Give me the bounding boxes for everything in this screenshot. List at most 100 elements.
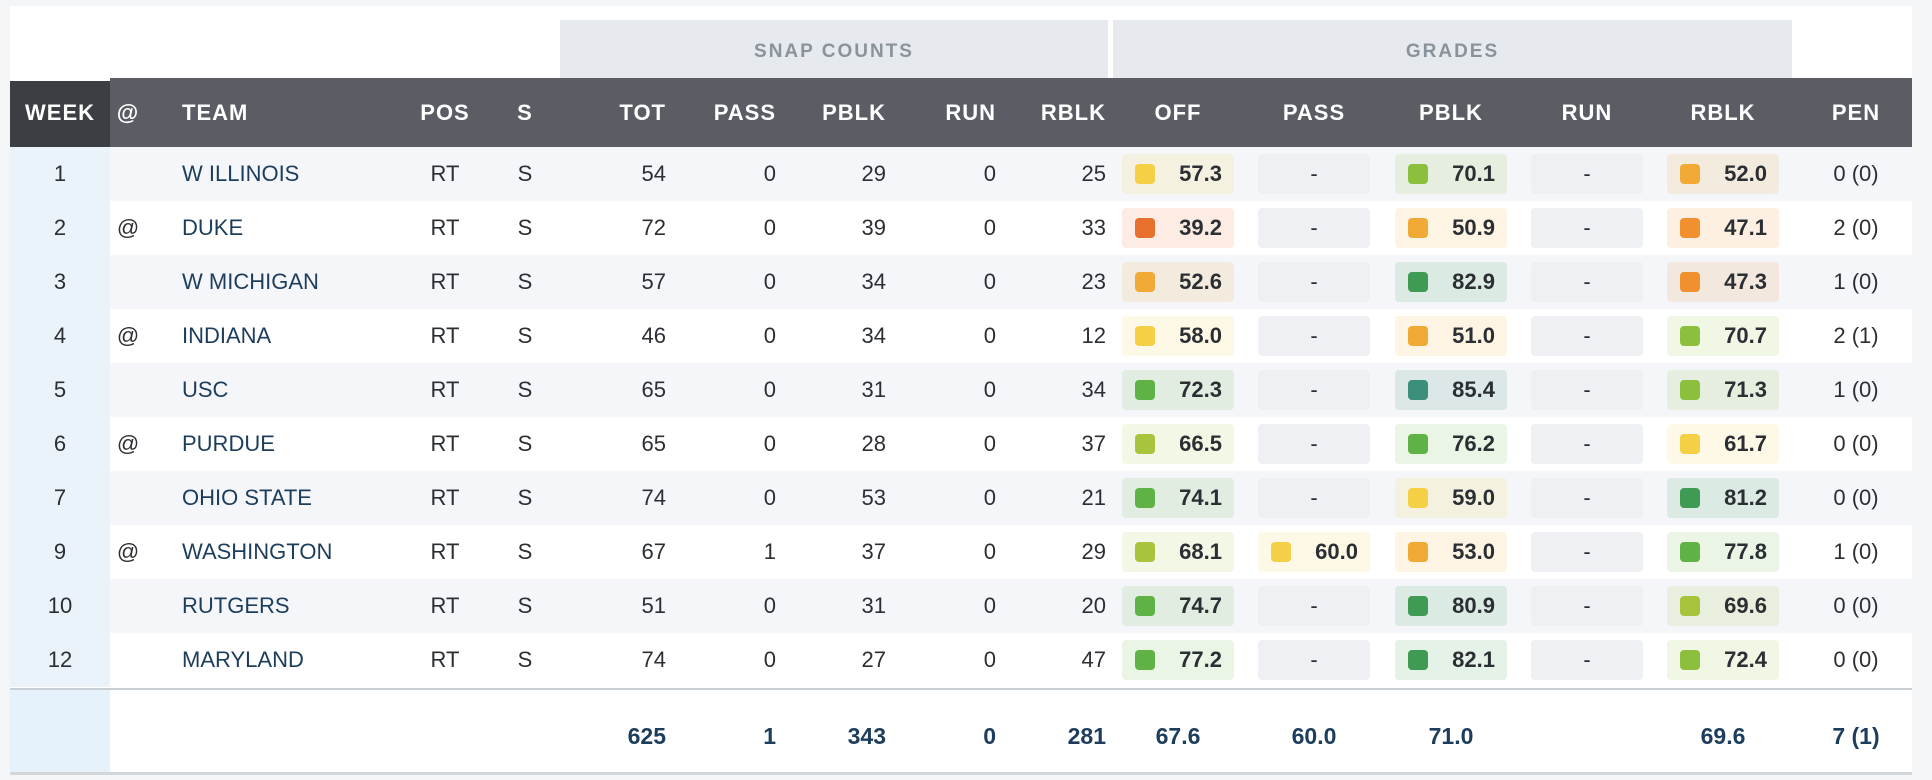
col-header-snap-run[interactable]: RUN xyxy=(945,100,996,125)
grade-value: - xyxy=(1583,593,1591,618)
cell-snap-tot: 51 xyxy=(641,593,666,618)
cell-snap-pass: 1 xyxy=(763,539,776,564)
col-header-starter[interactable]: S xyxy=(517,100,533,125)
cell-team[interactable]: RUTGERS xyxy=(182,593,290,618)
grade-pblk-badge: 80.9 xyxy=(1395,586,1507,626)
grade-value: 85.4 xyxy=(1452,377,1495,402)
cell-team[interactable]: INDIANA xyxy=(182,323,272,348)
grade-color-swatch xyxy=(1680,164,1700,184)
grade-color-swatch xyxy=(1408,488,1428,508)
total-grun xyxy=(1531,706,1643,766)
cell-snap-rblk: 37 xyxy=(1081,431,1106,456)
grade-rblk-badge: 71.3 xyxy=(1667,370,1779,410)
col-header-grade-off[interactable]: OFF xyxy=(1154,100,1202,125)
cell-snap-rblk: 33 xyxy=(1081,215,1106,240)
table-row[interactable]: 3 W MICHIGAN RT S 57 0 34 0 23 52.6 - 82.9 - 47.3 1 (0… xyxy=(10,255,1912,309)
table-row[interactable]: 10 RUTGERS RT S 51 0 31 0 20 74.7 - 80.9 - 69.6 0 (0) xyxy=(10,579,1912,633)
cell-pos: RT xyxy=(430,215,460,240)
cell-team[interactable]: MARYLAND xyxy=(182,647,304,672)
grade-color-swatch xyxy=(1135,326,1155,346)
grade-color-swatch xyxy=(1135,272,1155,292)
week-cell-bg xyxy=(10,633,110,687)
grade-pass-badge: 60.0 xyxy=(1258,532,1370,572)
grade-value: - xyxy=(1310,323,1318,348)
cell-snap-run: 0 xyxy=(983,323,996,348)
grade-value: 52.6 xyxy=(1179,269,1222,294)
cell-pos: RT xyxy=(430,485,460,510)
cell-penalties: 2 (1) xyxy=(1833,323,1879,348)
cell-snap-run: 0 xyxy=(983,431,996,456)
week-header-cell xyxy=(10,78,110,147)
cell-pos: RT xyxy=(430,431,460,456)
week-cell-bg xyxy=(10,309,110,363)
grade-value: - xyxy=(1310,215,1318,240)
col-header-snap-tot[interactable]: TOT xyxy=(619,100,666,125)
grade-color-swatch xyxy=(1135,164,1155,184)
grade-run-badge: - xyxy=(1531,424,1643,464)
cell-team[interactable]: W ILLINOIS xyxy=(182,161,300,186)
cell-snap-rblk: 25 xyxy=(1081,161,1106,186)
col-header-week[interactable]: WEEK xyxy=(25,100,95,125)
table-row[interactable]: 2 @ DUKE RT S 72 0 39 0 33 39.2 - 50.9 - 47.1 2 (0) xyxy=(10,201,1912,255)
col-header-at[interactable]: @ xyxy=(116,100,140,125)
cell-team[interactable]: DUKE xyxy=(182,215,244,240)
col-header-grade-run[interactable]: RUN xyxy=(1561,100,1613,125)
grade-color-swatch xyxy=(1408,542,1428,562)
col-header-snap-rblk[interactable]: RBLK xyxy=(1040,100,1106,125)
cell-snap-rblk: 47 xyxy=(1081,647,1106,672)
cell-week: 7 xyxy=(53,485,67,510)
grade-value: 51.0 xyxy=(1452,323,1495,348)
grade-color-swatch xyxy=(1271,542,1291,562)
cell-team[interactable]: WASHINGTON xyxy=(182,539,333,564)
grade-value: 71.3 xyxy=(1724,377,1767,402)
grade-value: - xyxy=(1310,269,1318,294)
grade-color-swatch xyxy=(1680,488,1700,508)
col-header-snap-pblk[interactable]: PBLK xyxy=(822,100,886,125)
table-row[interactable]: 6 @ PURDUE RT S 65 0 28 0 37 66.5 - 76.2 - 61.7 0 (0) xyxy=(10,417,1912,471)
cell-team[interactable]: PURDUE xyxy=(182,431,275,456)
col-header-grade-pblk[interactable]: PBLK xyxy=(1419,100,1483,125)
cell-team[interactable]: USC xyxy=(182,377,229,402)
grade-value: - xyxy=(1583,215,1591,240)
col-header-pos[interactable]: POS xyxy=(420,100,470,125)
cell-team[interactable]: W MICHIGAN xyxy=(182,269,319,294)
col-header-team[interactable]: TEAM xyxy=(182,100,249,125)
col-header-penalties[interactable]: PEN xyxy=(1831,100,1881,125)
table-row[interactable]: 1 W ILLINOIS RT S 54 0 29 0 25 57.3 - 70.1 - 52.0 0 (0… xyxy=(10,147,1912,201)
grade-color-swatch xyxy=(1680,542,1700,562)
grade-off-badge: 58.0 xyxy=(1122,316,1234,356)
total-gpblk: 71.0 xyxy=(1428,723,1474,749)
cell-penalties: 0 (0) xyxy=(1833,161,1879,186)
cell-snap-pblk: 28 xyxy=(861,431,886,456)
totals-week-cell xyxy=(10,690,110,774)
grade-off-badge: 39.2 xyxy=(1122,208,1234,248)
cell-pos: RT xyxy=(430,161,460,186)
cell-snap-tot: 74 xyxy=(641,647,666,672)
total-rblk: 281 xyxy=(1067,723,1106,749)
grade-run-badge: - xyxy=(1531,262,1643,302)
col-header-snap-pass[interactable]: PASS xyxy=(713,100,776,125)
col-header-grade-pass[interactable]: PASS xyxy=(1282,100,1346,125)
grade-value: 81.2 xyxy=(1724,485,1767,510)
cell-snap-rblk: 21 xyxy=(1081,485,1106,510)
table-row[interactable]: 7 OHIO STATE RT S 74 0 53 0 21 74.1 - 59.0 - 81.2 0 (0… xyxy=(10,471,1912,525)
grade-value: 82.1 xyxy=(1452,647,1495,672)
cell-snap-pass: 0 xyxy=(763,215,776,240)
grade-pblk-badge: 51.0 xyxy=(1395,316,1507,356)
table-row[interactable]: 12 MARYLAND RT S 74 0 27 0 47 77.2 - 82.1 - 72.4 0 (0) xyxy=(10,633,1912,687)
grade-pblk-badge: 53.0 xyxy=(1395,532,1507,572)
cell-snap-tot: 74 xyxy=(641,485,666,510)
table-row[interactable]: 5 USC RT S 65 0 31 0 34 72.3 - 85.4 - 71.3 1 (0) xyxy=(10,363,1912,417)
grade-value: 57.3 xyxy=(1179,161,1222,186)
col-header-grade-rblk[interactable]: RBLK xyxy=(1690,100,1756,125)
cell-starter: S xyxy=(517,485,533,510)
table-row[interactable]: 9 @ WASHINGTON RT S 67 1 37 0 29 68.1 60.0 53.0 - 77.8… xyxy=(10,525,1912,579)
cell-team[interactable]: OHIO STATE xyxy=(182,485,312,510)
total-grblk: 69.6 xyxy=(1700,723,1746,749)
grade-color-swatch xyxy=(1680,650,1700,670)
grade-pass-badge: - xyxy=(1258,154,1370,194)
grade-off-badge: 77.2 xyxy=(1122,640,1234,680)
grade-color-swatch xyxy=(1680,596,1700,616)
table-row[interactable]: 4 @ INDIANA RT S 46 0 34 0 12 58.0 - 51.0 - 70.7 2 (1) xyxy=(10,309,1912,363)
cell-snap-rblk: 29 xyxy=(1081,539,1106,564)
